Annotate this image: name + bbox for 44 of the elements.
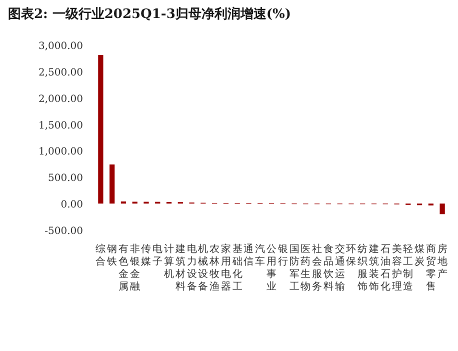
x-tick-label: 非银金融 xyxy=(128,243,140,292)
x-tick-label: 钢铁 xyxy=(106,244,118,268)
y-tick-label: 3,000.00 xyxy=(38,41,83,52)
x-tick-label: 电力设备 xyxy=(186,243,197,292)
y-tick-label: -500.00 xyxy=(44,226,83,237)
x-tick-label: 传媒 xyxy=(141,244,152,268)
x-tick-label: 汽车 xyxy=(255,243,266,268)
x-tick-label: 美容护理 xyxy=(390,243,402,292)
x-tick-label: 通信 xyxy=(244,243,254,268)
x-tick-label: 银行 xyxy=(276,244,288,268)
x-tick-label: 有色金属 xyxy=(118,243,128,292)
y-tick-label: 2,500.00 xyxy=(38,67,83,78)
x-tick-label: 轻工制造 xyxy=(403,243,414,292)
x-tick-label: 社会服务 xyxy=(312,243,322,292)
x-tick-label: 石油石化 xyxy=(380,244,390,292)
x-tick-label: 公用事业 xyxy=(266,243,276,292)
y-tick-label: 2,000.00 xyxy=(38,94,83,105)
x-tick-label: 建筑材料 xyxy=(174,243,186,292)
y-tick-label: 1,500.00 xyxy=(38,120,83,132)
chart-title: 图表2: 一级行业2025Q1-3归母净利润增速(%) xyxy=(8,6,292,22)
x-tick-label: 综合 xyxy=(96,243,106,268)
y-tick-label: 0.00 xyxy=(60,200,83,211)
x-tick-label: 机械设备 xyxy=(198,243,208,292)
x-tick-label: 电子 xyxy=(152,243,163,268)
x-tick-label: 食品饮料 xyxy=(322,243,334,292)
x-tick-label: 农林牧渔 xyxy=(208,244,220,292)
y-tick-label: 500.00 xyxy=(48,173,83,184)
bar xyxy=(120,201,126,204)
x-tick-label: 环保 xyxy=(346,244,356,268)
x-tick-label: 国防军工 xyxy=(289,244,300,292)
x-tick-label: 房地产 xyxy=(436,243,448,280)
x-tick-label: 商贸零售 xyxy=(426,243,436,292)
bar xyxy=(110,164,115,204)
x-tick-label: 家用电器 xyxy=(220,243,231,292)
bar xyxy=(440,204,445,214)
bar xyxy=(98,55,104,204)
x-tick-label: 医药生物 xyxy=(300,244,311,292)
x-tick-label: 煤炭 xyxy=(414,243,425,268)
y-tick-label: 1,000.00 xyxy=(38,146,83,158)
x-tick-label: 计算机 xyxy=(164,243,174,280)
x-tick-label: 交通运输 xyxy=(334,243,345,292)
x-tick-label: 纺织服饰 xyxy=(356,243,368,292)
x-tick-label: 基础化工 xyxy=(231,243,242,292)
x-tick-label: 建筑装饰 xyxy=(368,243,379,292)
